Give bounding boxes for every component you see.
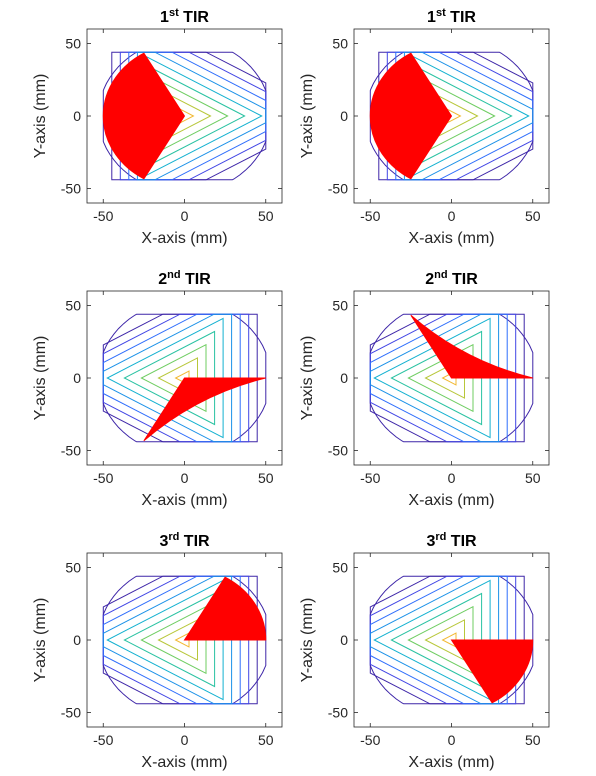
x-tick-label: -50	[360, 208, 380, 224]
x-tick-label: 50	[258, 208, 274, 224]
x-axis-label: X-axis (mm)	[141, 230, 227, 247]
x-tick-label: 0	[181, 732, 189, 748]
y-tick-label: 50	[332, 298, 348, 314]
y-tick-label: 50	[332, 36, 348, 52]
contour-line	[369, 575, 508, 705]
subplot-title: 1st TIR	[160, 7, 209, 26]
y-tick-label: -50	[61, 443, 81, 459]
x-tick-label: 0	[181, 470, 189, 486]
contour-line	[403, 51, 534, 181]
y-axis-label: Y-axis (mm)	[299, 598, 316, 683]
x-tick-label: -50	[93, 732, 113, 748]
y-tick-label: 0	[73, 370, 81, 386]
x-tick-label: 0	[448, 470, 456, 486]
tir-wedge	[369, 52, 453, 180]
y-axis-label: Y-axis (mm)	[299, 74, 316, 159]
x-tick-label: 50	[525, 470, 541, 486]
x-tick-label: 50	[525, 732, 541, 748]
y-tick-label: 0	[340, 370, 348, 386]
contour-line	[128, 51, 267, 181]
y-axis-label: Y-axis (mm)	[299, 336, 316, 421]
y-tick-label: 50	[65, 36, 81, 52]
y-tick-label: 0	[73, 108, 81, 124]
subplot-title: 2nd TIR	[425, 269, 478, 288]
y-tick-label: -50	[61, 705, 81, 721]
y-axis-label: Y-axis (mm)	[32, 74, 49, 159]
tir-wedge	[410, 314, 533, 379]
subplot-2: -50 0 50 -50 0 50 X-axis (mm) Y-axis (mm) 1st TI…	[299, 7, 550, 247]
contour-line	[102, 313, 241, 443]
x-axis-label: X-axis (mm)	[408, 230, 494, 247]
contour-line	[369, 575, 500, 705]
x-axis-label: X-axis (mm)	[408, 492, 494, 509]
x-axis-label: X-axis (mm)	[141, 754, 227, 771]
y-tick-label: -50	[328, 705, 348, 721]
x-tick-label: 50	[258, 732, 274, 748]
subplot-4: -50 0 50 -50 0 50 X-axis (mm) Y-axis (mm) 2nd TI…	[299, 269, 550, 509]
contour-line	[369, 313, 517, 443]
y-tick-label: 50	[332, 560, 348, 576]
subplot-1: -50 0 50 -50 0 50 X-axis (mm) Y-axis (mm) 1st TI…	[32, 7, 283, 247]
x-tick-label: -50	[93, 208, 113, 224]
contour-line	[102, 575, 250, 705]
x-tick-label: -50	[360, 470, 380, 486]
contour-line	[102, 313, 258, 443]
contour-line	[386, 51, 534, 181]
contour-line	[102, 575, 258, 705]
y-tick-label: 0	[340, 108, 348, 124]
contour-line	[119, 51, 267, 181]
contour-line	[369, 313, 500, 443]
y-axis-label: Y-axis (mm)	[32, 598, 49, 683]
x-axis-label: X-axis (mm)	[141, 492, 227, 509]
contour-line	[102, 313, 250, 443]
contour-line	[369, 313, 525, 443]
contour-line	[378, 51, 534, 181]
y-tick-label: -50	[328, 181, 348, 197]
x-tick-label: 50	[258, 470, 274, 486]
x-tick-label: 0	[181, 208, 189, 224]
contour-line	[102, 575, 233, 705]
subplot-title: 3rd TIR	[159, 531, 210, 550]
y-tick-label: 50	[65, 560, 81, 576]
y-tick-label: 0	[340, 632, 348, 648]
contour-line	[369, 575, 525, 705]
contour-line	[111, 51, 267, 181]
contour-line	[102, 313, 233, 443]
y-axis-label: Y-axis (mm)	[32, 336, 49, 421]
contour-line	[136, 51, 267, 181]
x-tick-label: -50	[360, 732, 380, 748]
x-tick-label: 0	[448, 208, 456, 224]
subplot-3: -50 0 50 -50 0 50 X-axis (mm) Y-axis (mm) 2nd TI…	[32, 269, 283, 509]
contour-line	[369, 313, 508, 443]
tir-wedge	[143, 377, 266, 442]
x-axis-label: X-axis (mm)	[408, 754, 494, 771]
tir-wedge	[450, 639, 534, 704]
subplot-6: -50 0 50 -50 0 50 X-axis (mm) Y-axis (mm) 3rd TI…	[299, 531, 550, 771]
subplot-title: 2nd TIR	[158, 269, 211, 288]
y-tick-label: -50	[328, 443, 348, 459]
x-tick-label: 0	[448, 732, 456, 748]
tir-wedge	[102, 52, 186, 180]
x-tick-label: 50	[525, 208, 541, 224]
y-tick-label: -50	[61, 181, 81, 197]
x-tick-label: -50	[93, 470, 113, 486]
subplot-5: -50 0 50 -50 0 50 X-axis (mm) Y-axis (mm) 3rd TI…	[32, 531, 283, 771]
subplot-title: 3rd TIR	[426, 531, 477, 550]
contour-line	[102, 575, 241, 705]
contour-line	[395, 51, 534, 181]
domain-boundary	[369, 51, 534, 181]
y-tick-label: 50	[65, 298, 81, 314]
tir-wedge	[183, 576, 267, 641]
domain-boundary	[102, 51, 267, 181]
subplot-title: 1st TIR	[427, 7, 476, 26]
contour-line	[369, 575, 517, 705]
y-tick-label: 0	[73, 632, 81, 648]
